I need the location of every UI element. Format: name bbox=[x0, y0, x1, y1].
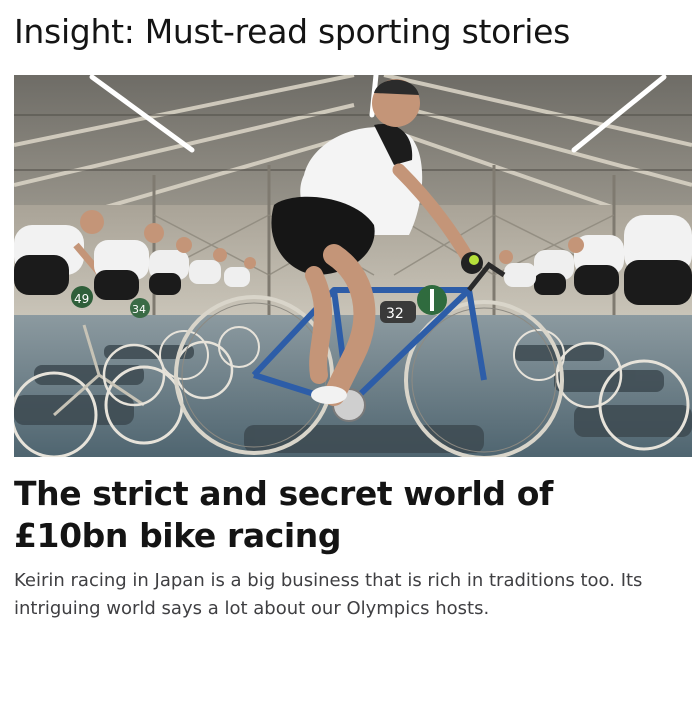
story-card-link[interactable]: 49 34 bbox=[14, 75, 692, 623]
bike-number-49: 49 bbox=[74, 292, 89, 306]
story-image[interactable]: 49 34 bbox=[14, 75, 692, 457]
section-title: Insight: Must-read sporting stories bbox=[14, 12, 571, 51]
story-headline[interactable]: The strict and secret world of £10bn bik… bbox=[14, 474, 553, 555]
bike-number-34: 34 bbox=[132, 303, 146, 316]
story-summary: Keirin racing in Japan is a big business… bbox=[14, 570, 643, 619]
bike-number-32: 32 bbox=[386, 306, 404, 322]
